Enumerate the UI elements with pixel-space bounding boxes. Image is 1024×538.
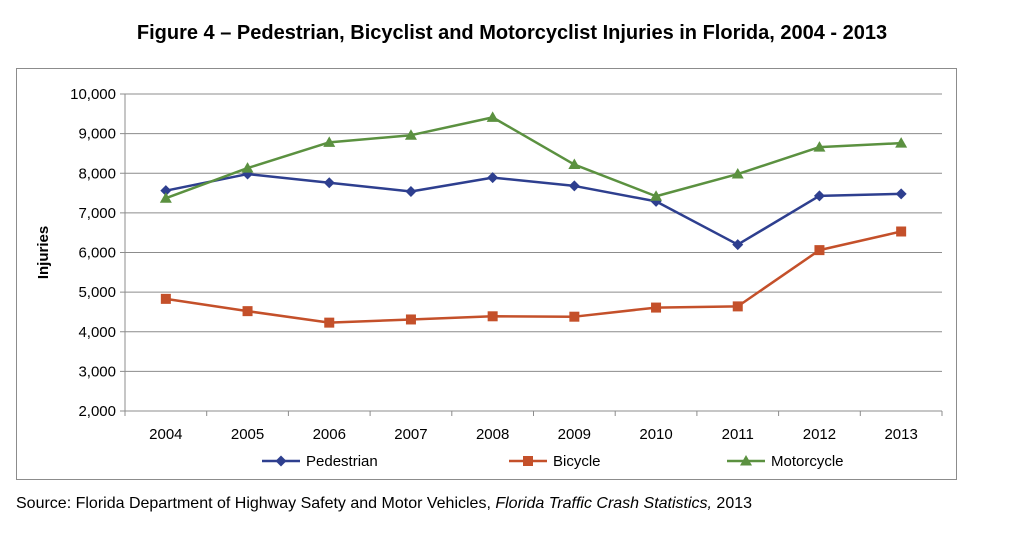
- bicycle-point: [405, 314, 416, 325]
- pedestrian-point: [160, 185, 172, 197]
- series-lines: [159, 111, 908, 328]
- y-axis-title: Injuries: [35, 226, 52, 279]
- pedestrian-point: [895, 188, 907, 200]
- motorcycle-point: [486, 111, 499, 122]
- x-tick-label: 2012: [803, 426, 836, 443]
- motorcycle-point: [159, 192, 172, 203]
- x-tick-label: 2010: [639, 426, 672, 443]
- y-tick-label: 4,000: [78, 324, 116, 341]
- x-tick-label: 2006: [313, 426, 346, 443]
- bicycle-point: [324, 317, 335, 328]
- axes: 2,000 3,000 4,000 5,000 6,000 7,000 8,000 9,000…: [35, 86, 943, 443]
- motorcycle-point: [731, 168, 744, 179]
- legend: Pedestrian Bicycle Motorcycle: [262, 453, 844, 470]
- y-tick-label: 10,000: [70, 86, 116, 103]
- motorcycle-point: [323, 136, 336, 147]
- motorcycle-point: [568, 158, 581, 170]
- pedestrian-point: [487, 172, 499, 184]
- bicycle-line: [165, 230, 902, 324]
- bicycle-point: [160, 293, 171, 304]
- y-tick-label: 6,000: [78, 245, 116, 262]
- legend-label: Motorcycle: [771, 453, 844, 470]
- pedestrian-point: [732, 239, 744, 251]
- motorcycle-point: [241, 162, 254, 173]
- pedestrian-point: [405, 185, 417, 197]
- legend-item-pedestrian: Pedestrian: [262, 453, 378, 470]
- legend-label: Bicycle: [553, 453, 601, 470]
- motorcycle-series: [159, 111, 908, 203]
- source-note: Source: Florida Department of Highway Sa…: [16, 495, 752, 513]
- bicycle-series: [160, 226, 907, 328]
- bicycle-point: [732, 301, 743, 312]
- chart-title: Figure 4 – Pedestrian, Bicyclist and Mot…: [136, 22, 888, 44]
- legend-marker: [523, 456, 533, 466]
- bicycle-point: [651, 302, 662, 313]
- x-tick-label: 2013: [884, 426, 917, 443]
- x-tick-label: 2011: [722, 426, 754, 443]
- source-text: Source: Florida Department of Highway Sa…: [16, 495, 496, 512]
- source-publication: Florida Traffic Crash Statistics,: [495, 495, 712, 512]
- x-tick-label: 2009: [558, 426, 591, 443]
- legend-marker: [740, 455, 752, 466]
- bicycle-point: [487, 311, 498, 322]
- x-tick-label: 2008: [476, 426, 509, 443]
- motorcycle-point: [895, 137, 908, 148]
- bicycle-point: [814, 245, 825, 256]
- x-tick-label: 2007: [394, 426, 427, 443]
- bicycle-point: [569, 311, 580, 322]
- y-tick-label: 3,000: [78, 363, 116, 380]
- y-tick-label: 5,000: [78, 284, 116, 301]
- chart-frame: 2,000 3,000 4,000 5,000 6,000 7,000 8,000 9,000…: [16, 68, 957, 480]
- gridlines: [125, 93, 942, 372]
- source-year: 2013: [711, 495, 753, 512]
- pedestrian-point: [568, 180, 580, 192]
- pedestrian-point: [323, 177, 335, 189]
- legend-marker: [275, 455, 287, 467]
- motorcycle-point: [404, 129, 417, 140]
- motorcycle-point: [650, 190, 663, 201]
- bicycle-point: [242, 306, 253, 317]
- pedestrian-line: [165, 172, 902, 246]
- motorcycle-point: [813, 141, 826, 152]
- bicycle-point: [896, 226, 907, 237]
- line-chart: 2,000 3,000 4,000 5,000 6,000 7,000 8,000 9,000…: [35, 86, 943, 470]
- pedestrian-point: [813, 190, 825, 202]
- pedestrian-series: [160, 168, 907, 251]
- legend-item-motorcycle: Motorcycle: [727, 453, 844, 470]
- motorcycle-line: [165, 116, 902, 200]
- y-tick-label: 2,000: [78, 403, 116, 420]
- x-tick-label: 2004: [149, 426, 182, 443]
- y-tick-label: 7,000: [78, 205, 116, 222]
- legend-label: Pedestrian: [306, 453, 378, 470]
- legend-item-bicycle: Bicycle: [509, 453, 601, 470]
- x-tick-label: 2005: [231, 426, 264, 443]
- y-tick-label: 8,000: [78, 165, 116, 182]
- y-tick-label: 9,000: [78, 126, 116, 143]
